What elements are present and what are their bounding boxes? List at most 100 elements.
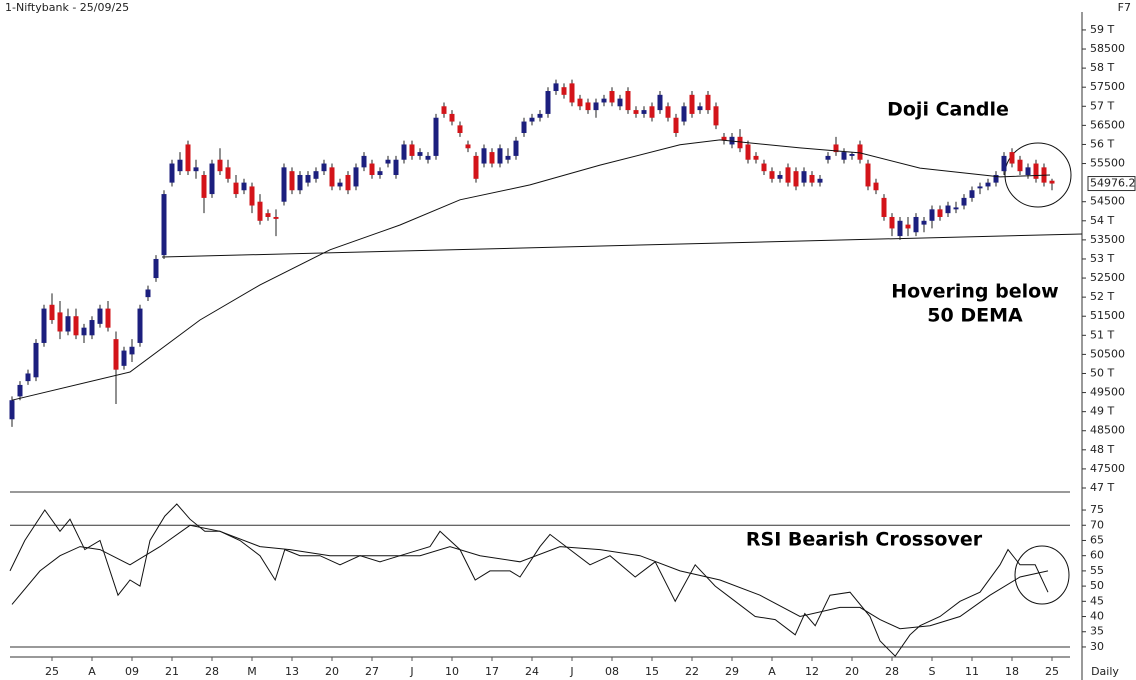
candle-body: [721, 136, 727, 141]
candle-body: [513, 140, 519, 156]
annotation: RSI Bearish Crossover: [746, 529, 983, 551]
candle-body: [321, 163, 327, 172]
candle-body: [25, 373, 31, 382]
x-tick-label: J: [409, 665, 413, 678]
y-tick-label: 65: [1090, 533, 1104, 546]
candle-body: [681, 106, 687, 122]
candle-body: [1001, 155, 1007, 172]
candle-body: [521, 121, 527, 134]
candle-body: [145, 289, 151, 298]
x-tick-label: 28: [885, 665, 899, 678]
y-tick-label: 53 T: [1090, 252, 1114, 265]
candle-body: [625, 91, 631, 111]
x-tick-label: 13: [285, 665, 299, 678]
highlight-circle: [1014, 545, 1070, 605]
candle-body: [329, 167, 335, 187]
candle-body: [129, 346, 135, 355]
x-tick-label: 22: [685, 665, 699, 678]
y-tick-label: 50500: [1090, 347, 1125, 360]
candle-body: [617, 98, 623, 107]
y-tick-label: 70: [1090, 518, 1104, 531]
y-tick-label: 54 T: [1090, 214, 1114, 227]
y-tick-label: 51 T: [1090, 328, 1114, 341]
annotation: Doji Candle: [887, 99, 1009, 121]
candle-body: [937, 209, 943, 217]
candle-body: [673, 117, 679, 134]
y-tick-label: 48500: [1090, 424, 1125, 437]
price-box: [1087, 176, 1136, 192]
candle-body: [201, 174, 207, 198]
x-tick-label: 10: [445, 665, 459, 678]
y-tick-label: 57500: [1090, 80, 1125, 93]
candle-body: [897, 220, 903, 237]
candle-body: [337, 182, 343, 187]
candle-body: [33, 342, 39, 378]
candle-body: [889, 216, 895, 229]
candle-body: [865, 163, 871, 187]
line: [11, 139, 1051, 401]
candle-body: [913, 216, 919, 233]
annotation: 50 DEMA: [927, 305, 1023, 327]
y-tick-label: 47500: [1090, 462, 1125, 475]
x-tick-label: S: [929, 665, 936, 678]
candle-body: [601, 98, 607, 103]
x-tick-label: J: [569, 665, 573, 678]
candle-body: [169, 163, 175, 183]
candle-body: [633, 110, 639, 114]
candle-body: [593, 102, 599, 111]
y-tick-label: 49 T: [1090, 405, 1114, 418]
candle-body: [449, 113, 455, 122]
y-tick-label: 58500: [1090, 42, 1125, 55]
candle-body: [49, 304, 55, 321]
candle-body: [641, 110, 647, 114]
y-tick-label: 35: [1090, 625, 1104, 638]
candle-body: [289, 171, 295, 191]
candle-body: [97, 308, 103, 324]
x-tick-label: A: [88, 665, 96, 678]
candle-body: [225, 167, 231, 179]
candle-body: [73, 316, 79, 336]
candle-body: [657, 94, 663, 111]
y-tick-label: 40: [1090, 610, 1104, 623]
candle-body: [553, 83, 559, 92]
y-tick-label: 51500: [1090, 309, 1125, 322]
candle-body: [233, 182, 239, 195]
candle-body: [833, 144, 839, 153]
candle-body: [769, 171, 775, 179]
candle-body: [265, 213, 271, 217]
y-tick-label: 52 T: [1090, 290, 1114, 303]
candle-body: [841, 152, 847, 160]
candle-body: [153, 258, 159, 279]
candle-body: [345, 174, 351, 191]
candle-body: [497, 148, 503, 164]
candle-body: [977, 186, 983, 189]
candle-body: [305, 174, 311, 183]
x-tick-label: M: [247, 665, 257, 678]
candle-body: [577, 98, 583, 107]
candle-body: [537, 113, 543, 118]
candle-body: [81, 327, 87, 336]
candle-body: [929, 209, 935, 221]
chart-title: 1-Niftybank - 25/09/25: [5, 1, 129, 14]
highlight-circle: [1004, 142, 1072, 208]
candle-body: [281, 167, 287, 202]
trendline: [161, 233, 1083, 258]
candle-body: [1017, 159, 1023, 172]
candle-body: [713, 106, 719, 126]
candle-body: [1009, 152, 1015, 164]
x-axis-label: Daily: [1091, 665, 1119, 678]
candle-body: [1049, 180, 1055, 184]
candle-body: [209, 163, 215, 195]
candle-body: [217, 159, 223, 172]
candle-body: [561, 87, 567, 95]
candle-body: [377, 171, 383, 175]
candle-body: [817, 178, 823, 183]
y-tick-label: 45: [1090, 594, 1104, 607]
candle-body: [433, 117, 439, 156]
x-tick-label: 27: [365, 665, 379, 678]
candle-body: [121, 350, 127, 366]
candle-body: [409, 144, 415, 156]
candle-body: [41, 308, 47, 343]
candle-body: [313, 171, 319, 179]
candle-body: [665, 106, 671, 118]
